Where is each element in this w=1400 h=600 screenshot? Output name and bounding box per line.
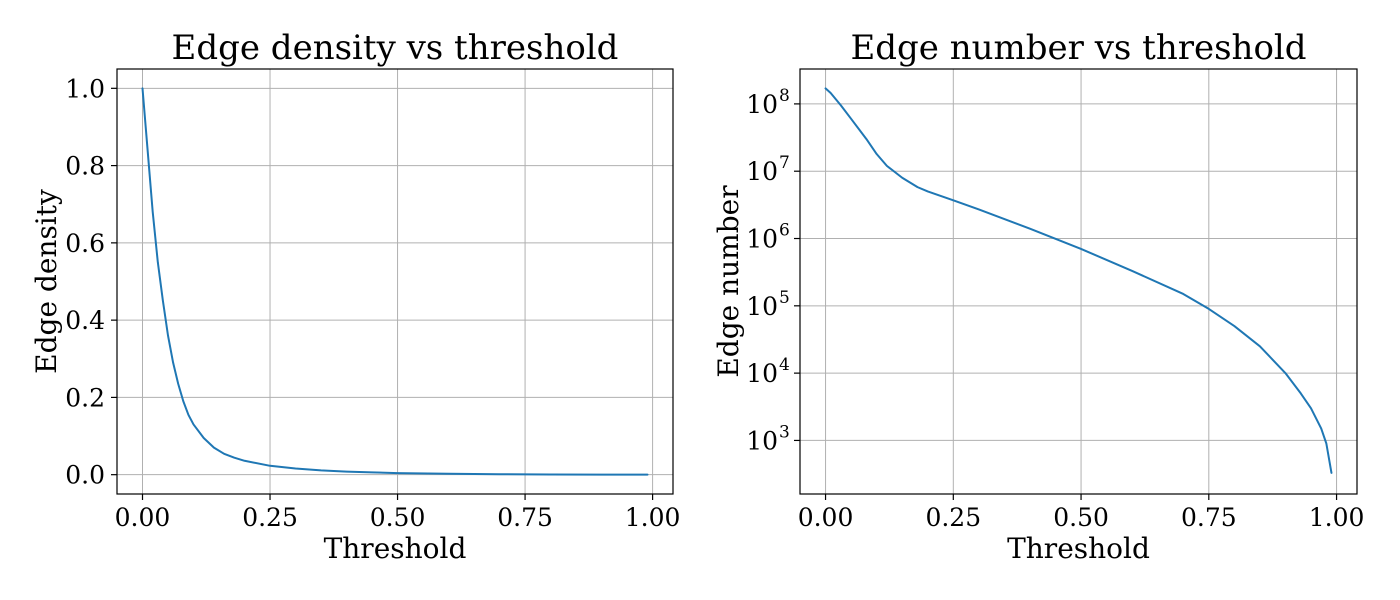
- chart1-y-tick-label: 0.8: [65, 152, 105, 181]
- chart1-x-axis-label: Threshold: [324, 532, 467, 565]
- chart1-y-tick-label: 0.2: [65, 383, 105, 412]
- chart2-y-tick-label: 10: [746, 90, 778, 119]
- chart2-y-tick-label: 10: [746, 426, 778, 455]
- chart2-plot-frame: [799, 68, 1358, 495]
- chart2-x-tick-label: 0.00: [798, 503, 854, 532]
- chart2-y-tick-exponent: 5: [779, 288, 790, 308]
- chart2-x-axis-label: Threshold: [1007, 532, 1150, 565]
- chart2-y-tick-exponent: 3: [779, 422, 790, 442]
- chart1-x-tick-label: 0.00: [115, 503, 171, 532]
- chart2-y-tick-exponent: 6: [779, 221, 790, 241]
- chart2-x-tick-label: 0.50: [1053, 503, 1109, 532]
- chart1-y-tick-label: 0.0: [65, 461, 105, 490]
- chart2-x-tick-label: 0.25: [925, 503, 981, 532]
- chart2-x-tick-label: 1.00: [1309, 503, 1365, 532]
- chart1-y-tick-label: 0.6: [65, 229, 105, 258]
- chart2-title: Edge number vs threshold: [850, 28, 1306, 68]
- chart1-y-tick-label: 1.0: [65, 74, 105, 103]
- chart1-x-tick-label: 0.75: [497, 503, 553, 532]
- chart1-panel: 0.00 0.25 0.50 0.75 1.00 0.0 0.2 0.4 0.6 0.8 1.0 Ed…: [30, 28, 680, 565]
- chart1-series-line: [141, 87, 649, 476]
- chart2-x-tick-label: 0.75: [1181, 503, 1237, 532]
- chart2-y-tick-label: 10: [746, 225, 778, 254]
- chart2-y-tick-label: 10: [746, 292, 778, 321]
- chart1-title: Edge density vs threshold: [172, 28, 619, 68]
- chart1-y-tick-label: 0.4: [65, 306, 105, 335]
- chart2-y-tick-label: 10: [746, 359, 778, 388]
- chart2-y-tick-exponent: 4: [779, 355, 790, 375]
- chart1-x-tick-label: 1.00: [625, 503, 681, 532]
- chart2-series-line: [824, 87, 1333, 474]
- chart1-x-tick-label: 0.50: [370, 503, 426, 532]
- chart1-plot-frame: [116, 68, 674, 495]
- chart2-y-axis-label: Edge number: [712, 185, 745, 378]
- chart1-x-tick-label: 0.25: [242, 503, 298, 532]
- chart2-y-tick-label: 10: [746, 157, 778, 186]
- chart2-y-tick-exponent: 7: [779, 153, 790, 173]
- chart1-y-axis-label: Edge density: [30, 189, 63, 374]
- chart2-y-tick-exponent: 8: [779, 86, 790, 106]
